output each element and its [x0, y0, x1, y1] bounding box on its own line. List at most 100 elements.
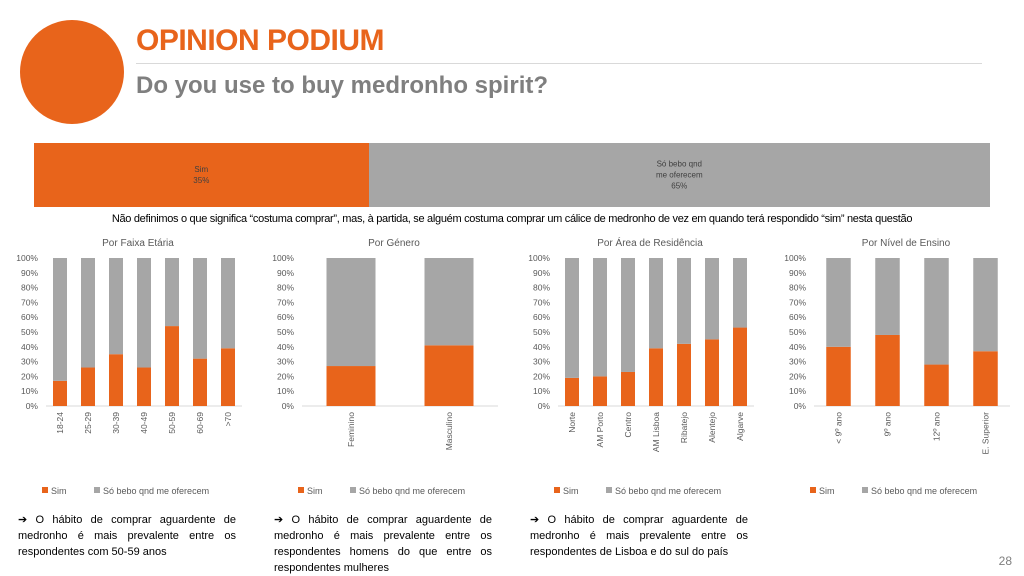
overall-segment-sim: Sim 35%	[34, 143, 369, 207]
y-tick-label: 70%	[533, 297, 550, 307]
y-tick-label: 80%	[533, 283, 550, 293]
overall-nao-name-line2: me oferecem	[655, 170, 703, 180]
comment-age: ➔ O hábito de comprar aguardente de medr…	[18, 514, 236, 558]
x-tick-label: Alentejo	[707, 412, 717, 443]
bar-segment-sim	[621, 371, 635, 406]
y-tick-label: 90%	[21, 268, 38, 278]
x-tick-label: 25-29	[83, 412, 93, 434]
x-tick-label: 60-69	[195, 412, 205, 434]
bar-segment-nao	[137, 258, 151, 368]
bar-segment-sim	[826, 346, 851, 406]
y-tick-label: 0%	[794, 401, 807, 411]
bar-segment-sim	[565, 377, 579, 406]
page-number: 28	[998, 554, 1012, 568]
chart-title: Por Faixa Etária	[102, 238, 174, 249]
chart-title: Por Nível de Ensino	[862, 238, 951, 249]
overall-segment-nao-label: Só bebo qnd me oferecem 65%	[656, 159, 703, 192]
x-tick-label: >70	[223, 412, 233, 427]
bar-segment-nao	[326, 258, 376, 367]
y-tick-label: 60%	[277, 312, 294, 322]
legend-swatch-sim	[298, 487, 304, 493]
overall-sim-pct: 35%	[193, 176, 210, 185]
legend-label-sim: Sim	[563, 486, 579, 496]
bar-segment-nao	[677, 258, 691, 344]
bar-segment-nao	[565, 258, 579, 378]
y-tick-label: 40%	[21, 342, 38, 352]
bar-segment-sim	[677, 343, 691, 406]
bar-segment-sim	[424, 345, 474, 406]
y-tick-label: 90%	[789, 268, 806, 278]
y-tick-label: 10%	[21, 386, 38, 396]
legend-label-nao: Só bebo qnd me oferecem	[871, 486, 977, 496]
y-tick-label: 100%	[16, 253, 38, 263]
bar-segment-sim	[733, 327, 747, 406]
bar-segment-nao	[973, 258, 998, 352]
legend-label-nao: Só bebo qnd me oferecem	[615, 486, 721, 496]
y-tick-label: 100%	[528, 253, 550, 263]
bar-segment-sim	[109, 354, 123, 406]
decorative-circle	[20, 20, 124, 124]
bar-segment-sim	[326, 366, 376, 406]
bar-segment-nao	[221, 258, 235, 349]
overall-sim-name: Sim	[194, 165, 209, 174]
x-tick-label: 18-24	[55, 412, 65, 434]
legend-swatch-sim	[810, 487, 816, 493]
y-tick-label: 10%	[533, 386, 550, 396]
legend-swatch-nao	[350, 487, 356, 493]
legend-label-sim: Sim	[307, 486, 323, 496]
bar-segment-sim	[973, 351, 998, 406]
methodology-note: Não definimos o que significa “costuma c…	[111, 213, 913, 225]
y-tick-label: 60%	[533, 312, 550, 322]
bar-segment-sim	[705, 339, 719, 406]
bar-segment-nao	[826, 258, 851, 347]
x-tick-label: Masculino	[444, 412, 454, 451]
y-tick-label: 0%	[26, 401, 39, 411]
y-tick-label: 80%	[277, 283, 294, 293]
x-tick-label: Norte	[567, 412, 577, 433]
bar-segment-nao	[593, 258, 607, 377]
bar-segment-nao	[193, 258, 207, 359]
y-tick-label: 20%	[21, 371, 38, 381]
chart-title: Por Género	[368, 238, 420, 249]
x-tick-label: Feminino	[346, 412, 356, 447]
x-tick-label: 50-59	[167, 412, 177, 434]
bar-segment-nao	[165, 258, 179, 327]
bar-segment-nao	[621, 258, 635, 372]
bar-segment-nao	[649, 258, 663, 349]
y-tick-label: 70%	[21, 297, 38, 307]
legend-swatch-sim	[42, 487, 48, 493]
y-tick-label: 50%	[789, 327, 806, 337]
y-tick-label: 90%	[277, 268, 294, 278]
y-tick-label: 50%	[277, 327, 294, 337]
bar-segment-nao	[81, 258, 95, 368]
y-tick-label: 0%	[538, 401, 551, 411]
bar-segment-sim	[875, 334, 900, 406]
bar-segment-sim	[53, 380, 67, 406]
y-tick-label: 20%	[789, 371, 806, 381]
y-tick-label: 50%	[533, 327, 550, 337]
y-tick-label: 20%	[277, 371, 294, 381]
x-tick-label: 9º ano	[883, 412, 893, 437]
y-tick-label: 70%	[789, 297, 806, 307]
comment-gender: ➔ O hábito de comprar aguardente de medr…	[274, 514, 492, 574]
chart-residence-area: Por Área de Residência 0% 10% 20% 30% 40% 50% 6…	[528, 236, 754, 496]
y-tick-label: 70%	[277, 297, 294, 307]
y-tick-label: 10%	[789, 386, 806, 396]
x-tick-label: < 9º ano	[834, 412, 844, 444]
chart-legend: Sim Só bebo qnd me oferecem	[298, 486, 465, 496]
bar-segment-nao	[53, 258, 67, 381]
x-tick-label: Centro	[623, 412, 633, 438]
y-tick-label: 90%	[533, 268, 550, 278]
y-tick-label: 0%	[282, 401, 295, 411]
x-tick-label: Ribatejo	[679, 412, 689, 443]
bar-segment-sim	[221, 348, 235, 406]
chart-legend: Sim Só bebo qnd me oferecem	[554, 486, 721, 496]
chart-legend: Sim Só bebo qnd me oferecem	[810, 486, 977, 496]
legend-label-nao: Só bebo qnd me oferecem	[359, 486, 465, 496]
legend-label-nao: Só bebo qnd me oferecem	[103, 486, 209, 496]
bar-segment-sim	[593, 376, 607, 406]
y-tick-label: 40%	[277, 342, 294, 352]
bar-segment-nao	[875, 258, 900, 335]
x-tick-label: Algarve	[735, 412, 745, 441]
y-tick-label: 60%	[21, 312, 38, 322]
